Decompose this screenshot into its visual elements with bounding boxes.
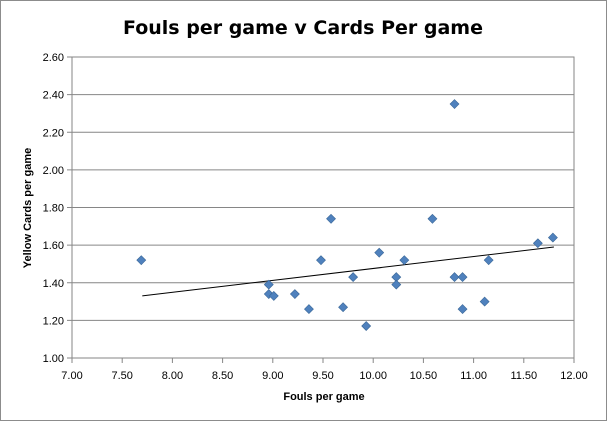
data-point bbox=[532, 238, 543, 249]
data-point bbox=[399, 255, 410, 266]
data-point bbox=[449, 99, 460, 109]
x-tick-label: 8.50 bbox=[212, 370, 233, 382]
data-points bbox=[136, 99, 558, 331]
data-point bbox=[304, 304, 314, 315]
data-point bbox=[268, 290, 279, 301]
chart-title: Fouls per game v Cards Per game bbox=[123, 17, 483, 39]
y-tick-label: 2.00 bbox=[43, 165, 64, 177]
y-axis-ticks: 1.00 1.20 1.40 1.60 1.80 2.00 2.20 2.40 2.60 bbox=[43, 52, 72, 365]
x-tick-label: 8.00 bbox=[162, 370, 183, 382]
x-tick-label: 11.00 bbox=[460, 370, 487, 382]
x-axis-ticks: 7.00 7.50 8.00 8.50 9.00 9.50 10.00 10.50 11.00 1… bbox=[61, 358, 588, 382]
data-point bbox=[316, 255, 326, 266]
data-point bbox=[348, 272, 359, 283]
y-tick-label: 1.80 bbox=[43, 203, 64, 215]
x-tick-label: 9.50 bbox=[312, 370, 333, 382]
y-tick-label: 2.60 bbox=[43, 52, 64, 64]
data-point bbox=[427, 213, 438, 224]
x-tick-label: 12.00 bbox=[560, 370, 588, 382]
gridlines bbox=[72, 94, 574, 321]
x-tick-label: 11.50 bbox=[510, 370, 537, 382]
y-axis-title: Yellow Cards per game bbox=[22, 148, 34, 268]
trendline bbox=[142, 246, 554, 297]
x-tick-label: 10.00 bbox=[359, 370, 387, 382]
data-point bbox=[457, 272, 468, 283]
x-tick-label: 7.50 bbox=[111, 370, 132, 382]
data-point bbox=[457, 304, 468, 315]
data-point bbox=[479, 296, 490, 307]
x-tick-label: 9.00 bbox=[262, 370, 283, 382]
data-point bbox=[391, 279, 402, 290]
y-tick-label: 1.20 bbox=[43, 315, 64, 327]
x-tick-label: 10.50 bbox=[410, 370, 438, 382]
data-point bbox=[136, 255, 147, 266]
y-tick-label: 1.40 bbox=[43, 278, 64, 290]
y-tick-label: 1.60 bbox=[43, 240, 64, 252]
data-point bbox=[374, 247, 385, 258]
y-tick-label: 2.40 bbox=[43, 90, 64, 102]
data-point bbox=[449, 272, 460, 283]
y-tick-label: 1.00 bbox=[43, 353, 64, 365]
data-point bbox=[338, 302, 349, 313]
data-point bbox=[547, 232, 558, 243]
data-point bbox=[289, 289, 300, 299]
x-tick-label: 7.00 bbox=[61, 370, 82, 382]
data-point bbox=[361, 321, 372, 331]
data-point bbox=[326, 213, 336, 224]
x-axis-title: Fouls per game bbox=[283, 391, 364, 403]
data-point bbox=[483, 255, 494, 266]
y-tick-label: 2.20 bbox=[43, 127, 64, 139]
